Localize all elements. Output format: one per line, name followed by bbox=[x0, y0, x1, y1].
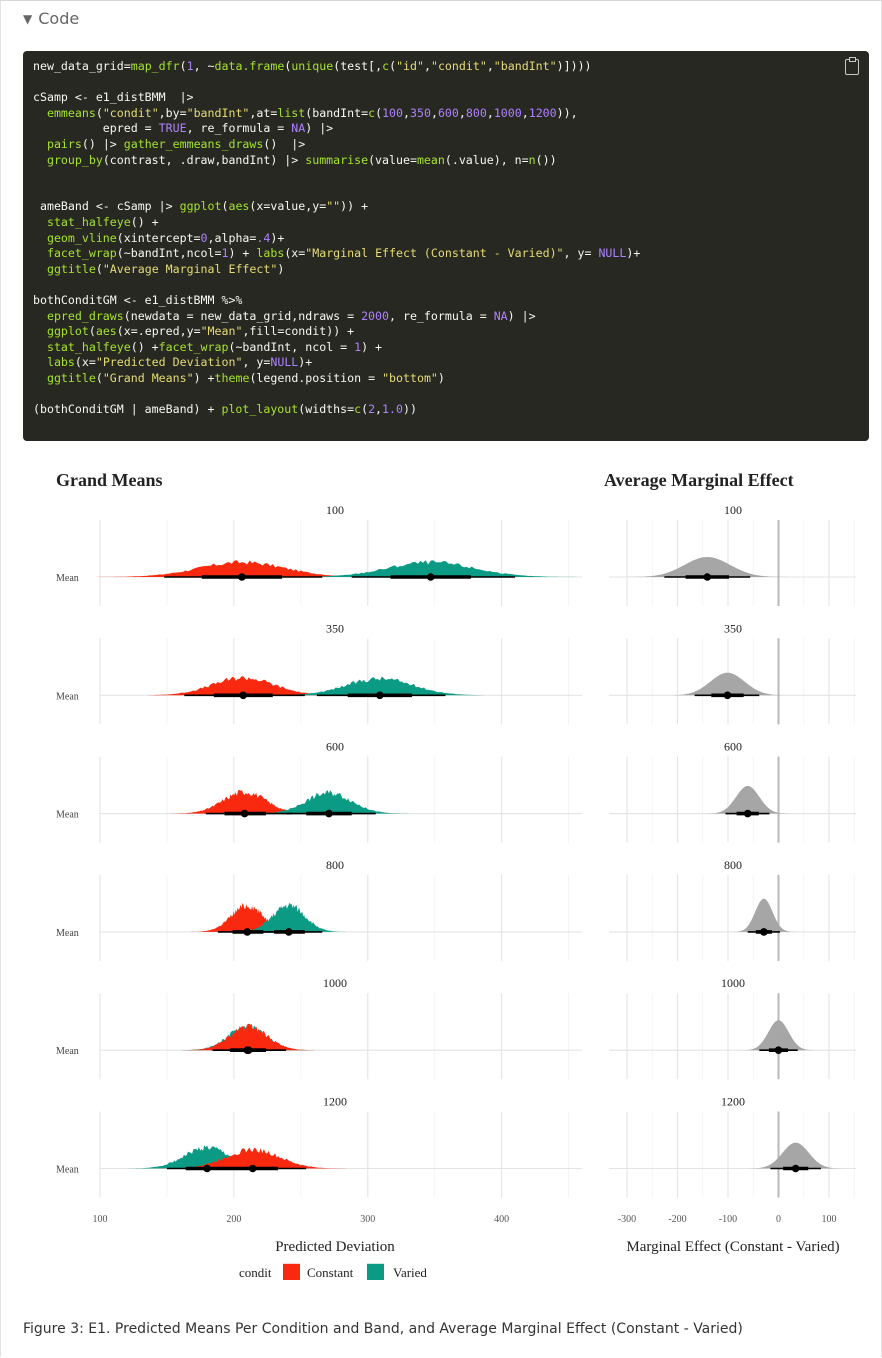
x-tick-label-right: 100 bbox=[822, 1214, 837, 1225]
facet-label-left: 800 bbox=[326, 858, 344, 872]
density-varied bbox=[111, 1145, 303, 1169]
left-title: Grand Means bbox=[56, 470, 163, 490]
density-varied bbox=[239, 676, 521, 696]
facet-label-right: 100 bbox=[724, 503, 742, 517]
point-marginal-median-point bbox=[703, 573, 712, 581]
facet-label-right: 1000 bbox=[721, 976, 745, 990]
point-marginal-median-point bbox=[791, 1164, 800, 1173]
density-constant bbox=[140, 1147, 366, 1169]
code-line: geom_vline(xintercept=0,alpha=.4)+ bbox=[46, 230, 285, 245]
y-tick-label: Mean bbox=[56, 573, 79, 584]
point-constant-median-point bbox=[240, 809, 249, 818]
facet-label-right: 800 bbox=[724, 858, 742, 872]
point-marginal-median-point bbox=[774, 1046, 783, 1054]
y-tick-label: Mean bbox=[56, 810, 79, 821]
code-line: epred_draws(newdata = new_data_grid,ndra… bbox=[46, 308, 536, 323]
x-tick-label-left: 400 bbox=[494, 1214, 509, 1225]
x-tick-label-right: -200 bbox=[668, 1214, 686, 1225]
code-line: ggtitle("Average Marginal Effect") bbox=[46, 261, 285, 276]
code-line: group_by(contrast, .draw,bandInt) |> sum… bbox=[46, 152, 557, 167]
x-tick-label-left: 300 bbox=[360, 1214, 375, 1225]
point-constant-median-point bbox=[238, 573, 246, 581]
density-marginal bbox=[611, 557, 803, 577]
legend-key-varied bbox=[367, 1263, 384, 1280]
legend-title: condit bbox=[239, 1265, 272, 1280]
code-line: epred = TRUE, re_formula = NA) |> bbox=[33, 121, 334, 136]
code-line: ggplot(aes(x=.epred,y="Mean",fill=condit… bbox=[46, 324, 355, 339]
x-tick-label-left: 100 bbox=[93, 1214, 108, 1225]
code-block: new_data_grid=map_dfr(1, ~data.frame(uni… bbox=[23, 51, 869, 441]
facet-label-left: 1000 bbox=[323, 976, 347, 990]
x-axis-title-left: Predicted Deviation bbox=[275, 1239, 395, 1255]
code-line: emmeans("condit",by="bandInt",at=list(ba… bbox=[46, 105, 578, 120]
right-title: Average Marginal Effect bbox=[604, 470, 794, 490]
legend-label-varied: Varied bbox=[393, 1265, 427, 1280]
x-tick-label-right: -300 bbox=[618, 1214, 636, 1225]
density-marginal bbox=[736, 1020, 821, 1051]
point-varied-median-point bbox=[325, 809, 333, 818]
density-marginal bbox=[655, 672, 800, 696]
density-varied bbox=[250, 560, 611, 577]
code-line: ggtitle("Grand Means") +theme(legend.pos… bbox=[46, 370, 445, 385]
code-text: new_data_grid=map_dfr(1, ~data.frame(uni… bbox=[23, 51, 869, 426]
point-varied-median-point bbox=[426, 573, 435, 581]
code-toggle[interactable]: ▼ Code bbox=[23, 9, 79, 28]
facet-label-left: 1200 bbox=[323, 1095, 347, 1109]
code-line: cSamp <- e1_distBMM |> bbox=[33, 90, 194, 105]
y-tick-label: Mean bbox=[56, 691, 79, 702]
legend-key-constant bbox=[283, 1263, 300, 1280]
code-line: stat_halfeye() + bbox=[46, 214, 159, 229]
x-axis-title-right: Marginal Effect (Constant - Varied) bbox=[626, 1239, 839, 1255]
density-constant bbox=[62, 560, 422, 577]
code-toggle-label: Code bbox=[38, 9, 80, 28]
code-line: stat_halfeye() +facet_wrap(~bandInt, nco… bbox=[46, 339, 383, 354]
figure-caption: Figure 3: E1. Predicted Means Per Condit… bbox=[23, 1321, 743, 1337]
density-constant bbox=[179, 903, 315, 932]
point-constant-median-point bbox=[248, 1164, 257, 1173]
point-constant-median-point bbox=[239, 691, 248, 700]
y-tick-label: Mean bbox=[56, 928, 79, 939]
point-varied-median-point bbox=[376, 691, 384, 700]
density-marginal bbox=[698, 785, 797, 814]
point-marginal-median-point bbox=[723, 691, 732, 700]
code-line: labs(x="Predicted Deviation", y=NULL)+ bbox=[46, 355, 313, 370]
density-constant bbox=[113, 676, 373, 696]
facet-label-left: 350 bbox=[326, 621, 344, 635]
x-tick-label-right: -100 bbox=[719, 1214, 737, 1225]
facet-label-right: 350 bbox=[724, 621, 742, 635]
density-varied bbox=[233, 790, 425, 814]
facet-label-left: 600 bbox=[326, 740, 344, 754]
legend-label-constant: Constant bbox=[307, 1265, 354, 1280]
y-tick-label: Mean bbox=[56, 1165, 79, 1176]
code-line: new_data_grid=map_dfr(1, ~data.frame(uni… bbox=[33, 59, 592, 73]
density-constant bbox=[169, 1023, 328, 1051]
point-constant-median-point bbox=[243, 928, 252, 936]
point-constant-median-point bbox=[244, 1046, 253, 1054]
density-constant bbox=[154, 790, 335, 814]
code-line: pairs() |> gather_emmeans_draws() |> bbox=[46, 136, 306, 151]
code-line: bothConditGM <- e1_distBMM %>% bbox=[33, 292, 243, 307]
x-tick-label-right: 0 bbox=[776, 1214, 781, 1225]
facet-label-right: 600 bbox=[724, 740, 742, 754]
y-tick-label: Mean bbox=[56, 1046, 79, 1057]
density-marginal bbox=[740, 1142, 851, 1169]
facet-label-left: 100 bbox=[326, 503, 344, 517]
code-line: ameBand <- cSamp |> ggplot(aes(x=value,y… bbox=[33, 199, 369, 214]
point-marginal-median-point bbox=[760, 928, 768, 936]
code-line: facet_wrap(~bandInt,ncol=1) + labs(x="Ma… bbox=[46, 246, 641, 261]
density-marginal bbox=[727, 898, 800, 932]
clipboard-icon[interactable] bbox=[845, 57, 859, 75]
x-tick-label-left: 200 bbox=[226, 1214, 241, 1225]
figure: Grand Means Average Marginal Effect 100 100… bbox=[56, 470, 856, 1280]
density-varied bbox=[221, 902, 357, 932]
facet-label-right: 1200 bbox=[721, 1095, 745, 1109]
point-marginal-median-point bbox=[743, 809, 752, 818]
triangle-down-icon: ▼ bbox=[23, 12, 33, 26]
point-varied-median-point bbox=[284, 928, 293, 936]
code-line: (bothConditGM | ameBand) + plot_layout(w… bbox=[33, 402, 417, 417]
